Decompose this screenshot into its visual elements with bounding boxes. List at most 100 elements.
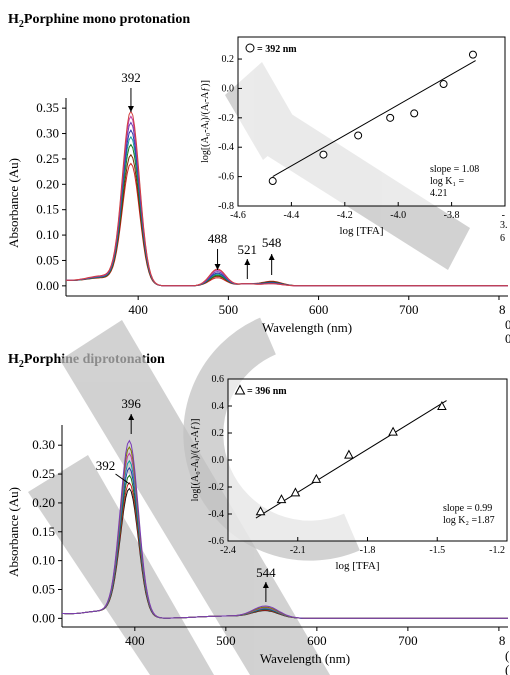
chart-title-1: H2Porphine mono protonation xyxy=(8,12,191,30)
inset-y-axis-label: log[(A₀-Aᵢ)/(Aᵢ-Aƒ)] xyxy=(200,80,211,163)
edge-text: 0 xyxy=(505,331,510,346)
x-axis-label: Wavelength (nm) xyxy=(262,320,352,335)
inset-annotation: 4.21 xyxy=(430,188,448,199)
inset-y-tick-label: -0.6 xyxy=(208,536,224,547)
inset-legend-marker xyxy=(245,43,255,53)
y-tick-label: 0.00 xyxy=(32,610,55,625)
inset-y-tick-label: 0.0 xyxy=(212,455,225,466)
inset-y-tick-label: 0.2 xyxy=(212,428,225,439)
inset-x-tick-label: - xyxy=(502,210,505,221)
inset-x-tick-label: -1.2 xyxy=(489,545,505,556)
inset-edge-text: 3. xyxy=(500,220,508,231)
inset-fit-line-1 xyxy=(272,60,476,178)
inset-annotation: log K₁ = xyxy=(430,176,464,187)
inset-point-7 xyxy=(468,50,477,59)
y-tick-label: 0.10 xyxy=(36,227,59,242)
peak-arrowhead-392 xyxy=(127,106,134,112)
inset-y-tick-label: -0.8 xyxy=(218,201,234,212)
x-tick-label: 500 xyxy=(219,302,239,317)
peak-label-396: 396 xyxy=(121,396,141,411)
y-tick-label: 0.30 xyxy=(36,126,59,141)
inset-legend-marker xyxy=(234,384,246,395)
edge-text: 0 xyxy=(505,317,510,332)
inset-x-tick-label: -1.8 xyxy=(360,545,376,556)
y-tick-label: 0.15 xyxy=(32,524,55,539)
inset-legend-label: = 396 nm xyxy=(247,386,287,397)
inset-point-2 xyxy=(319,150,328,159)
inset-point-1 xyxy=(268,177,277,186)
x-tick-label: 700 xyxy=(399,302,419,317)
inset-point-6 xyxy=(388,426,398,436)
inset-frame-2 xyxy=(227,378,508,542)
peak-label-521: 521 xyxy=(238,242,258,257)
spectrum-line-1-8 xyxy=(66,110,508,287)
y-tick-label: 0.25 xyxy=(36,151,59,166)
inset-y-tick-label: -0.2 xyxy=(208,482,224,493)
inset-point-5 xyxy=(410,109,419,118)
x-tick-label: 8 xyxy=(499,302,506,317)
inset-y-tick-label: -0.6 xyxy=(218,172,234,183)
inset-point-3 xyxy=(290,487,301,497)
x-tick-label: 600 xyxy=(307,633,327,648)
inset-annotation: slope = 0.99 xyxy=(443,503,492,514)
x-tick-label: 700 xyxy=(398,633,418,648)
inset-y-tick-label: -0.4 xyxy=(208,509,224,520)
inset-x-axis-label: log [TFA] xyxy=(339,225,383,237)
inset-point-5 xyxy=(344,449,354,459)
y-axis-label: Absorbance (Au) xyxy=(6,158,21,248)
inset-point-4 xyxy=(311,473,322,483)
inset-x-axis-label: log [TFA] xyxy=(335,560,379,572)
x-tick-label: 8 xyxy=(499,633,506,648)
inset-annotation: log K₂ =1.87 xyxy=(443,515,495,526)
y-tick-label: 0.00 xyxy=(36,278,59,293)
inset-edge-text: 6 xyxy=(500,233,505,244)
inset-legend-label: = 392 nm xyxy=(257,44,297,55)
inset-y-tick-label: -0.2 xyxy=(218,113,234,124)
watermark-stroke xyxy=(60,320,330,675)
peak-label-392: 392 xyxy=(96,458,116,473)
inset-frame-1 xyxy=(237,36,506,207)
x-axis-label: Wavelength (nm) xyxy=(260,651,350,666)
inset-y-tick-label: 0.4 xyxy=(212,401,225,412)
inset-x-tick-label: -4.2 xyxy=(337,210,353,221)
y-tick-label: 0.15 xyxy=(36,202,59,217)
peak-label-488: 488 xyxy=(208,231,228,246)
peak-arrowhead-544 xyxy=(262,582,269,588)
y-tick-label: 0.30 xyxy=(32,437,55,452)
inset-x-tick-label: -1.5 xyxy=(429,545,445,556)
peak-arrow-392 xyxy=(115,473,130,485)
edge-text: ( xyxy=(505,662,509,675)
inset-point-4 xyxy=(386,113,395,122)
inset-fit-line-2 xyxy=(255,400,447,519)
edge-text: ( xyxy=(505,648,509,663)
peak-arrowhead-396 xyxy=(128,414,135,420)
inset-y-tick-label: 0.0 xyxy=(222,83,235,94)
y-axis-label: Absorbance (Au) xyxy=(6,487,21,577)
peak-arrowhead-548 xyxy=(268,254,275,260)
y-tick-label: 0.35 xyxy=(36,100,59,115)
peak-label-548: 548 xyxy=(262,235,282,250)
y-tick-label: 0.20 xyxy=(36,176,59,191)
x-tick-label: 400 xyxy=(125,633,145,648)
x-tick-label: 500 xyxy=(216,633,236,648)
x-tick-label: 600 xyxy=(309,302,329,317)
inset-point-3 xyxy=(354,131,363,140)
y-tick-label: 0.05 xyxy=(32,581,55,596)
inset-x-tick-label: -4.4 xyxy=(283,210,299,221)
inset-point-6 xyxy=(439,80,448,89)
y-tick-label: 0.05 xyxy=(36,252,59,267)
peak-arrowhead-521 xyxy=(244,259,251,265)
y-tick-label: 0.25 xyxy=(32,466,55,481)
inset-x-tick-label: -2.1 xyxy=(290,545,306,556)
spectrum-line-2-8 xyxy=(62,439,508,619)
peak-label-544: 544 xyxy=(256,565,276,580)
inset-annotation: slope = 1.08 xyxy=(430,164,479,175)
inset-x-tick-label: -4.0 xyxy=(390,210,406,221)
y-tick-label: 0.20 xyxy=(32,495,55,510)
watermark-stroke xyxy=(28,455,214,675)
x-tick-label: 400 xyxy=(128,302,148,317)
inset-x-tick-label: -3.8 xyxy=(444,210,460,221)
inset-y-tick-label: -0.4 xyxy=(218,142,234,153)
inset-point-7 xyxy=(437,400,447,410)
